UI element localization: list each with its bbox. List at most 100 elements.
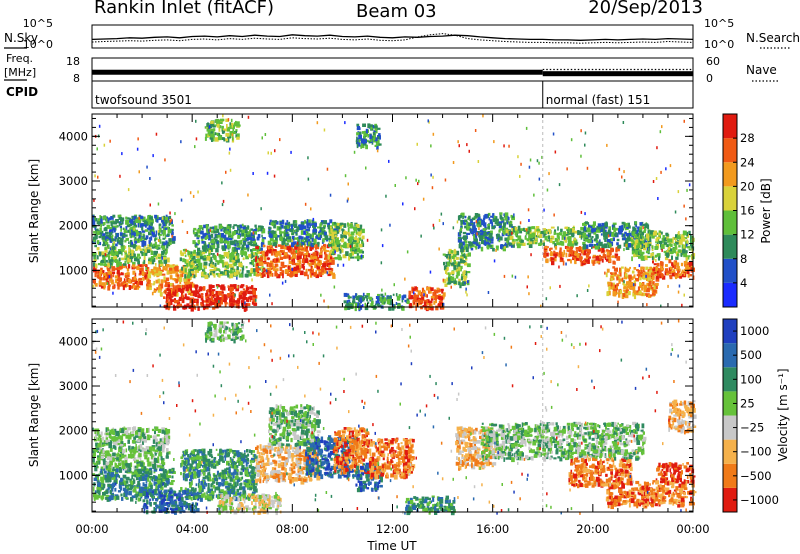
data-cell: [271, 302, 273, 306]
data-cell: [683, 268, 687, 274]
data-cell: [196, 298, 199, 304]
data-cell: [373, 130, 377, 133]
data-cell: [279, 256, 284, 260]
data-cell: [110, 245, 113, 250]
data-cell: [433, 301, 436, 305]
data-cell: [188, 268, 191, 274]
data-cell: [125, 226, 128, 231]
data-cell: [511, 231, 513, 235]
data-cell: [615, 246, 619, 250]
data-cell: [556, 234, 559, 238]
data-cell: [374, 129, 378, 134]
data-cell: [301, 225, 304, 230]
data-cell: [668, 259, 672, 264]
data-cell: [352, 239, 357, 243]
data-cell: [642, 272, 645, 277]
data-cell: [127, 257, 132, 263]
data-cell: [231, 247, 234, 251]
data-cell: [584, 143, 586, 147]
data-cell: [448, 255, 451, 259]
data-cell: [544, 253, 547, 259]
data-cell: [188, 279, 191, 282]
data-cell: [141, 251, 143, 257]
beam-title: Beam 03: [356, 1, 437, 22]
data-cell: [665, 252, 670, 256]
data-cell: [683, 244, 686, 250]
data-cell: [112, 214, 116, 218]
data-cell: [548, 236, 550, 240]
data-cell: [164, 234, 167, 239]
data-cell: [171, 234, 173, 238]
data-cell: [490, 236, 494, 241]
data-cell: [640, 245, 644, 249]
data-cell: [244, 301, 246, 305]
data-cell: [171, 265, 175, 270]
data-cell: [457, 236, 462, 240]
data-cell: [503, 144, 505, 148]
data-cell: [629, 285, 633, 290]
data-cell: [128, 217, 131, 223]
data-cell: [169, 219, 172, 223]
data-cell: [592, 256, 595, 259]
data-cell: [232, 287, 234, 291]
data-cell: [655, 266, 658, 272]
data-cell: [574, 230, 579, 234]
data-cell: [626, 227, 629, 230]
data-cell: [492, 217, 495, 223]
data-cell: [252, 261, 255, 266]
data-cell: [332, 235, 335, 240]
data-cell: [294, 220, 297, 223]
data-cell: [193, 260, 197, 264]
data-cell: [683, 273, 686, 276]
data-cell: [471, 217, 474, 221]
data-cell: [242, 288, 246, 291]
data-cell: [670, 243, 673, 247]
data-cell: [311, 219, 315, 225]
data-cell: [174, 278, 176, 281]
data-cell: [568, 252, 571, 256]
data-cell: [236, 240, 239, 245]
data-cell: [105, 273, 108, 277]
data-cell: [448, 248, 452, 254]
data-cell: [115, 219, 118, 223]
data-cell: [648, 242, 652, 245]
data-cell: [621, 266, 624, 269]
data-cell: [690, 234, 692, 240]
data-cell: [180, 140, 182, 144]
data-cell: [100, 218, 103, 224]
data-cell: [95, 228, 99, 233]
data-cell: [609, 239, 611, 243]
data-cell: [543, 229, 545, 234]
data-cell: [449, 255, 454, 259]
data-cell: [347, 238, 350, 242]
data-cell: [187, 253, 190, 257]
data-cell: [113, 229, 116, 233]
data-cell: [477, 160, 480, 163]
data-cell: [610, 232, 615, 237]
data-cell: [583, 222, 587, 227]
data-cell: [640, 266, 645, 270]
data-cell: [593, 244, 597, 247]
data-cell: [355, 242, 359, 248]
data-cell: [278, 226, 282, 230]
data-cell: [638, 239, 642, 244]
data-cell: [163, 296, 166, 299]
data-cell: [261, 253, 266, 256]
data-cell: [172, 278, 175, 281]
data-cell: [681, 303, 683, 307]
data-cell: [259, 261, 263, 266]
data-cell: [402, 202, 404, 206]
data-cell: [365, 128, 368, 134]
data-cell: [557, 226, 559, 231]
data-cell: [191, 255, 196, 260]
data-cell: [139, 248, 143, 251]
data-cell: [654, 246, 659, 250]
data-cell: [345, 293, 350, 297]
data-cell: [565, 246, 570, 249]
data-cell: [114, 247, 117, 252]
data-cell: [208, 233, 210, 238]
data-cell: [319, 253, 323, 259]
data-cell: [571, 240, 575, 245]
data-cell: [631, 250, 635, 255]
data-cell: [270, 151, 272, 155]
